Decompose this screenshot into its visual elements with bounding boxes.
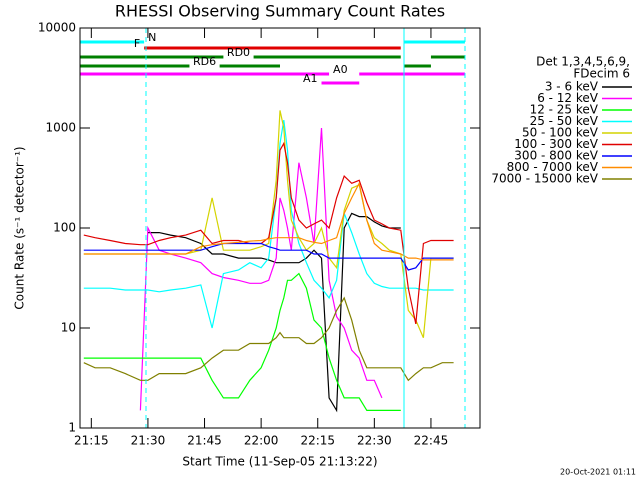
legend-label: 25 - 50 keV xyxy=(530,114,599,128)
series-line xyxy=(147,212,401,413)
series-line xyxy=(83,242,454,271)
legend-label: 12 - 25 keV xyxy=(530,103,599,117)
x-tick-label: 21:30 xyxy=(131,434,166,448)
y-tick-label: 1 xyxy=(68,421,76,435)
legend-label: 50 - 100 keV xyxy=(522,126,599,140)
x-axis-label: Start Time (11-Sep-05 21:13:22) xyxy=(182,455,377,469)
series-line xyxy=(83,141,454,325)
series-line xyxy=(83,296,454,382)
y-tick-label: 10000 xyxy=(38,21,76,35)
flag-label: F xyxy=(134,37,140,50)
y-tick-label: 1000 xyxy=(45,121,76,135)
legend-title: FDecim 6 xyxy=(573,67,630,81)
x-tick-label: 22:15 xyxy=(300,434,335,448)
y-tick-label: 100 xyxy=(53,221,76,235)
series-line xyxy=(83,272,401,411)
footer: 20-Oct-2021 01:11 xyxy=(560,468,636,477)
legend-title: Det 1,3,4,5,6,9, xyxy=(536,55,630,69)
legend-label: 300 - 800 keV xyxy=(514,149,598,163)
legend-label: 800 - 7000 keV xyxy=(507,160,599,174)
series-line xyxy=(83,181,454,261)
x-tick-label: 21:15 xyxy=(74,434,109,448)
x-tick-label: 21:45 xyxy=(187,434,222,448)
flag-label: RD6 xyxy=(193,55,216,68)
legend-label: 3 - 6 keV xyxy=(545,80,599,94)
y-tick-label: 10 xyxy=(61,321,76,335)
legend-label: 100 - 300 keV xyxy=(514,137,598,151)
flag-label: RD0 xyxy=(227,46,250,59)
legend-label: 6 - 12 keV xyxy=(537,91,599,105)
y-axis-label: Count Rate (s⁻¹ detector⁻¹) xyxy=(13,146,27,309)
plot-area: NF RD0 RD6 A0 A1 xyxy=(80,31,465,413)
legend-label: 7000 - 15000 keV xyxy=(491,172,598,186)
series-line xyxy=(83,120,454,329)
flag-label: A1 xyxy=(303,72,318,85)
flag-label: N xyxy=(148,31,156,44)
x-tick-label: 22:45 xyxy=(414,434,449,448)
x-tick-label: 22:30 xyxy=(357,434,392,448)
chart-title: RHESSI Observing Summary Count Rates xyxy=(115,2,445,21)
flag-label: A0 xyxy=(333,63,348,76)
x-tick-label: 22:00 xyxy=(244,434,279,448)
series-line xyxy=(139,127,383,411)
